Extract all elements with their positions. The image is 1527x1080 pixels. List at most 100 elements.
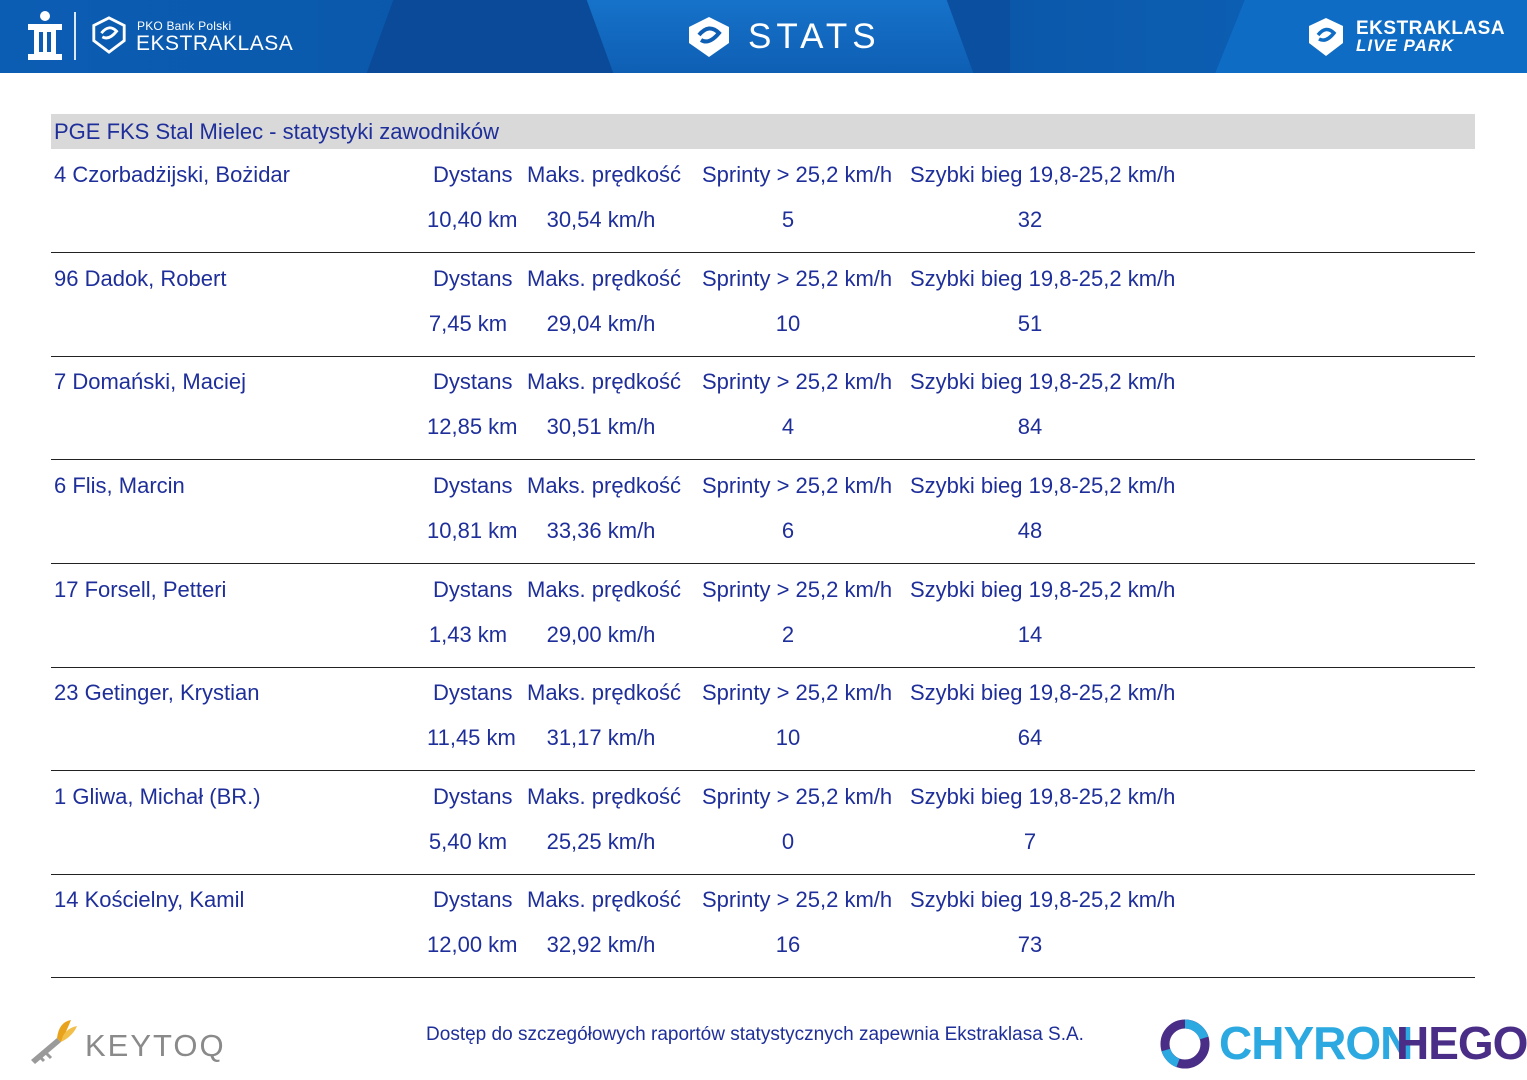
chyronhego-brand-part2: HEGO [1396, 1017, 1527, 1069]
max-speed-value: 33,36 km/h [546, 518, 656, 543]
player-name: 6 Flis, Marcin [54, 473, 185, 498]
player-name: 17 Forsell, Petteri [54, 577, 227, 602]
player-name: 96 Dadok, Robert [54, 266, 227, 291]
row-divider [51, 355, 1475, 357]
player-row: 17 Forsell, Petteri Dystans Maks. prędko… [51, 564, 1475, 668]
sprints-label: Sprinty > 25,2 km/h [702, 577, 893, 602]
fast-run-label: Szybki bieg 19,8-25,2 km/h [910, 887, 1176, 912]
sprints-label: Sprinty > 25,2 km/h [702, 369, 893, 394]
distance-label: Dystans [433, 577, 513, 602]
sprints-value: 5 [781, 207, 795, 232]
distance-value: 12,00 km [427, 932, 518, 957]
player-row: 7 Domański, Maciej Dystans Maks. prędkoś… [51, 356, 1475, 460]
sprints-label: Sprinty > 25,2 km/h [702, 266, 893, 291]
fast-run-value: 32 [1017, 207, 1043, 232]
fast-run-label: Szybki bieg 19,8-25,2 km/h [910, 266, 1176, 291]
sprints-label: Sprinty > 25,2 km/h [702, 162, 893, 187]
max-speed-value: 25,25 km/h [546, 829, 656, 854]
distance-label: Dystans [433, 369, 513, 394]
header-title: STATS [748, 17, 881, 56]
max-speed-label: Maks. prędkość [527, 369, 682, 394]
row-divider [51, 458, 1475, 460]
player-name: 23 Getinger, Krystian [54, 680, 260, 705]
sprints-value: 0 [781, 829, 795, 854]
chyronhego-brand-part1: CHYRON [1219, 1017, 1413, 1069]
distance-value: 1,43 km [428, 622, 508, 647]
player-row: 4 Czorbadżijski, Bożidar Dystans Maks. p… [51, 149, 1475, 253]
fast-run-label: Szybki bieg 19,8-25,2 km/h [910, 784, 1176, 809]
max-speed-label: Maks. prędkość [527, 680, 682, 705]
distance-label: Dystans [433, 680, 513, 705]
fast-run-label: Szybki bieg 19,8-25,2 km/h [910, 473, 1176, 498]
max-speed-label: Maks. prędkość [527, 887, 682, 912]
player-row: 23 Getinger, Krystian Dystans Maks. pręd… [51, 667, 1475, 771]
sprints-value: 6 [781, 518, 795, 543]
keytoq-logo-icon [31, 1020, 77, 1064]
table-title: PGE FKS Stal Mielec - statystyki zawodni… [51, 114, 1475, 149]
row-divider [51, 666, 1475, 668]
max-speed-label: Maks. prędkość [527, 266, 682, 291]
row-divider [51, 562, 1475, 564]
pko-bank-logo-icon [28, 11, 62, 60]
pko-brand-small: PKO Bank Polski [137, 19, 232, 33]
max-speed-value: 29,00 km/h [546, 622, 656, 647]
max-speed-value: 30,51 km/h [546, 414, 656, 439]
fast-run-label: Szybki bieg 19,8-25,2 km/h [910, 162, 1176, 187]
ekstraklasa-shield-icon [92, 16, 126, 54]
player-row: 14 Kościelny, Kamil Dystans Maks. prędko… [51, 874, 1475, 978]
sprints-label: Sprinty > 25,2 km/h [702, 887, 893, 912]
stats-shield-icon [689, 17, 729, 57]
sprints-value: 2 [781, 622, 795, 647]
distance-label: Dystans [433, 473, 513, 498]
live-park-brand-line1: EKSTRAKLASA [1356, 18, 1506, 39]
fast-run-value: 64 [1017, 725, 1043, 750]
fast-run-label: Szybki bieg 19,8-25,2 km/h [910, 369, 1176, 394]
header-band [0, 0, 440, 73]
row-divider [51, 769, 1475, 771]
max-speed-value: 32,92 km/h [546, 932, 656, 957]
sprints-value: 4 [781, 414, 795, 439]
fast-run-value: 51 [1017, 311, 1043, 336]
ekstraklasa-brand: EKSTRAKLASA [136, 32, 294, 55]
distance-label: Dystans [433, 784, 513, 809]
player-row: 96 Dadok, Robert Dystans Maks. prędkość … [51, 253, 1475, 357]
player-name: 7 Domański, Maciej [54, 369, 246, 394]
max-speed-value: 30,54 km/h [546, 207, 656, 232]
distance-label: Dystans [433, 162, 513, 187]
distance-value: 12,85 km [427, 414, 518, 439]
sprints-label: Sprinty > 25,2 km/h [702, 680, 893, 705]
distance-value: 10,40 km [427, 207, 518, 232]
fast-run-value: 7 [1023, 829, 1037, 854]
distance-value: 5,40 km [428, 829, 508, 854]
row-divider [51, 976, 1475, 978]
player-row: 6 Flis, Marcin Dystans Maks. prędkość Sp… [51, 460, 1475, 564]
sprints-value: 10 [775, 725, 801, 750]
distance-value: 7,45 km [428, 311, 508, 336]
max-speed-label: Maks. prędkość [527, 162, 682, 187]
distance-value: 10,81 km [427, 518, 518, 543]
live-park-shield-icon [1309, 18, 1343, 56]
fast-run-value: 48 [1017, 518, 1043, 543]
max-speed-value: 31,17 km/h [546, 725, 656, 750]
player-name: 14 Kościelny, Kamil [54, 887, 245, 912]
distance-label: Dystans [433, 887, 513, 912]
row-divider [51, 251, 1475, 253]
player-name: 1 Gliwa, Michał (BR.) [54, 784, 261, 809]
keytoq-brand: KEYTOQ [85, 1028, 226, 1063]
fast-run-label: Szybki bieg 19,8-25,2 km/h [910, 680, 1176, 705]
live-park-brand-line2: LIVE PARK [1356, 36, 1455, 55]
fast-run-label: Szybki bieg 19,8-25,2 km/h [910, 577, 1176, 602]
fast-run-value: 84 [1017, 414, 1043, 439]
distance-label: Dystans [433, 266, 513, 291]
max-speed-value: 29,04 km/h [546, 311, 656, 336]
fast-run-value: 14 [1017, 622, 1043, 647]
player-row: 1 Gliwa, Michał (BR.) Dystans Maks. pręd… [51, 771, 1475, 875]
sprints-label: Sprinty > 25,2 km/h [702, 473, 893, 498]
sprints-label: Sprinty > 25,2 km/h [702, 784, 893, 809]
footer-note: Dostęp do szczegółowych raportów statyst… [426, 1024, 1084, 1045]
fast-run-value: 73 [1017, 932, 1043, 957]
sprints-value: 10 [775, 311, 801, 336]
distance-value: 11,45 km [427, 725, 516, 750]
header-banner: PKO Bank Polski EKSTRAKLASA STATS EKSTRA… [0, 0, 1527, 73]
chyronhego-logo-icon [1160, 1019, 1210, 1069]
